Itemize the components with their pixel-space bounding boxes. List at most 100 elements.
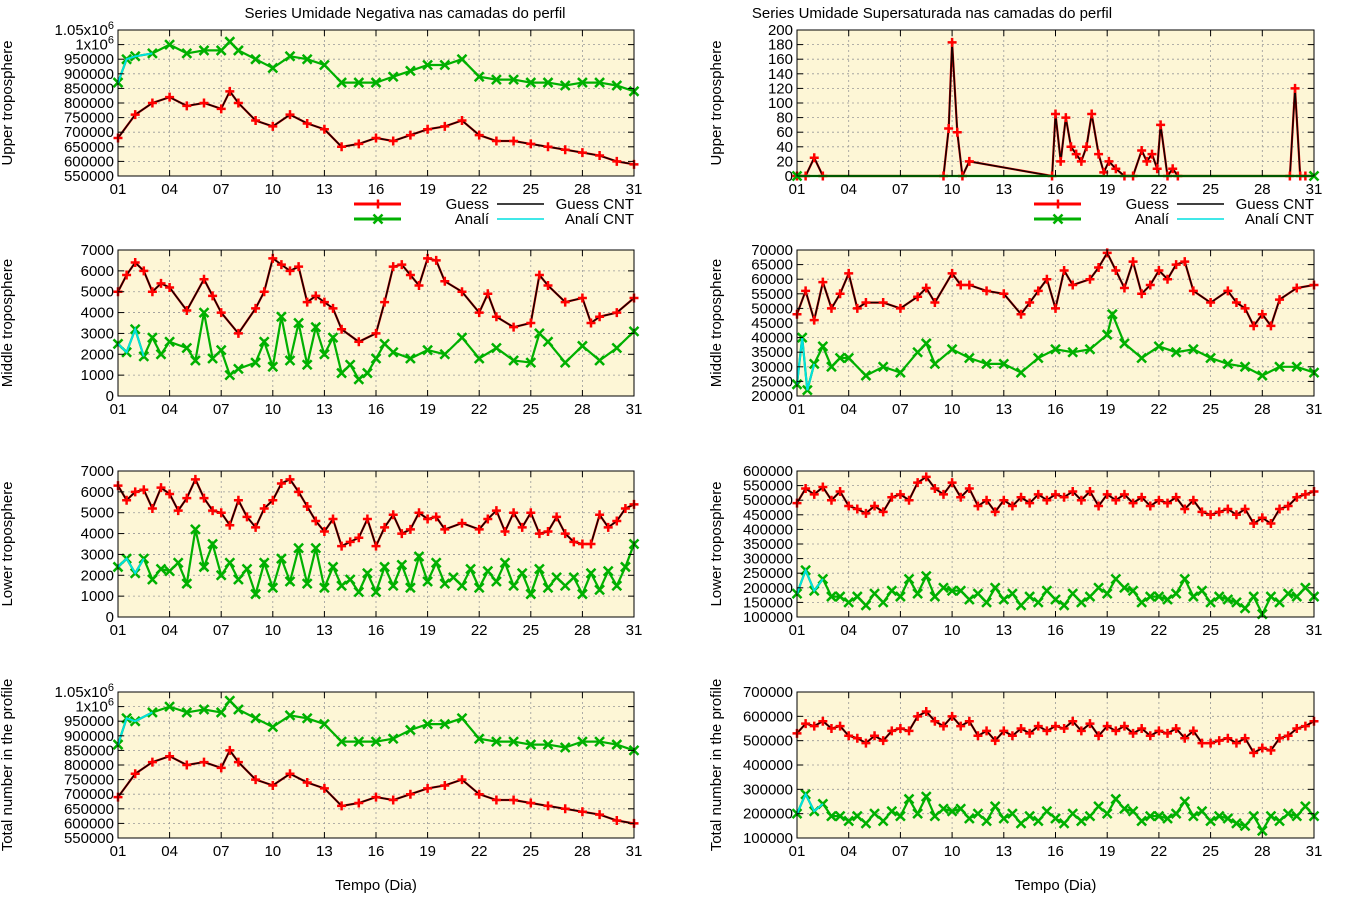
guess-point [1240, 504, 1250, 514]
anali-point [920, 338, 932, 349]
guess-point [835, 721, 845, 731]
x-tick-label: 04 [161, 401, 178, 418]
guess-point [1292, 283, 1302, 293]
anali-point [843, 352, 855, 364]
anali-point [491, 576, 502, 587]
guess-point [294, 262, 304, 272]
anali-point [1144, 591, 1156, 602]
anali-point [946, 585, 958, 597]
anali-point [559, 742, 571, 753]
anali-point [215, 344, 227, 356]
guess-point [1068, 280, 1078, 290]
y-tick-label: 3000 [81, 546, 114, 563]
guess-point [1154, 265, 1164, 275]
legend-marker-guess [373, 199, 383, 209]
guess-point [483, 514, 493, 524]
guess-point [809, 315, 819, 325]
guess-point [586, 539, 596, 549]
chart-panel-sup-lower: 01 04 07 10 13 16 19 22 25 28 31 100000150000200000… [708, 463, 1322, 639]
guess-point [1068, 486, 1078, 496]
anali-point [405, 582, 416, 594]
anali-point [826, 361, 837, 373]
anali-point [1179, 796, 1191, 807]
guess-point [268, 495, 278, 505]
anali-point [387, 346, 399, 358]
y-tick-label: 1000 [81, 367, 114, 384]
anali-point [233, 363, 244, 375]
legend: Guess Guess CNT Analí Analí CNT [354, 196, 634, 228]
anali-point [817, 340, 829, 352]
anali-point [1274, 597, 1285, 608]
guess-point [440, 276, 450, 286]
anali-point [362, 567, 373, 579]
anali-point [301, 53, 313, 65]
anali-point [181, 578, 193, 590]
guess-point [457, 287, 467, 297]
guess-point [130, 487, 140, 497]
series-line-anali [117, 312, 635, 381]
guess-point [268, 780, 278, 790]
x-tick-label: 13 [316, 401, 333, 418]
anali-point [1144, 810, 1156, 822]
x-tick-label: 07 [892, 181, 909, 198]
guess-point [612, 308, 622, 318]
x-tick-label: 25 [522, 401, 539, 418]
legend-label-guess: Guess [446, 196, 489, 213]
anali-point [516, 567, 528, 579]
guess-point [225, 745, 235, 755]
anali-point [267, 361, 279, 373]
anali-point [877, 361, 889, 373]
guess-point [913, 292, 923, 302]
guess-point [509, 795, 519, 805]
anali-point [387, 580, 399, 592]
guess-point [861, 738, 871, 748]
series-anali [791, 564, 1320, 620]
y-tick-label: 45000 [751, 315, 793, 332]
anali-point [164, 39, 175, 50]
x-tick-label: 31 [1306, 622, 1323, 639]
anali-point [525, 739, 537, 750]
guess-point [835, 289, 845, 299]
anali-point [473, 71, 485, 83]
guess-point [964, 716, 974, 726]
x-tick-label: 01 [789, 181, 806, 198]
guess-point [509, 508, 519, 518]
guess-point [1076, 495, 1086, 505]
guess-point [337, 541, 347, 551]
y-tick-label: 1.05x106 [54, 682, 114, 701]
guess-point [1257, 743, 1267, 753]
x-tick-label: 31 [1306, 181, 1323, 198]
x-tick-label: 19 [1099, 401, 1116, 418]
anali-point [611, 580, 623, 592]
series-anali [112, 307, 640, 385]
anali-point [1256, 825, 1268, 837]
anali-point [1093, 582, 1104, 594]
guess-point [251, 775, 261, 785]
anali-point [473, 733, 485, 745]
y-tick-label: 550000 [64, 168, 114, 185]
guess-point [199, 98, 209, 108]
y-axis-label: Upper troposphere [0, 40, 16, 165]
guess-point [388, 510, 398, 520]
guess-point [1016, 724, 1026, 733]
y-tick-label: 300000 [743, 551, 793, 568]
guess-point [328, 514, 338, 524]
guess-point [1249, 321, 1259, 331]
anali-point [284, 50, 296, 62]
anali-point [594, 355, 605, 366]
guess-point [1223, 504, 1233, 514]
guess-point [1076, 156, 1086, 166]
anali-point [405, 353, 416, 364]
anali-point [1256, 370, 1268, 381]
guess-point [337, 142, 347, 152]
x-tick-label: 10 [944, 181, 961, 198]
guess-point [1137, 724, 1147, 733]
anali-point [336, 77, 347, 88]
guess-point [1171, 724, 1181, 733]
y-tick-label: 140 [768, 66, 793, 83]
series-guess [792, 248, 1319, 331]
anali-point [1282, 588, 1294, 600]
guess-point [371, 133, 381, 143]
anali-point [207, 353, 218, 364]
legend-marker-anali [372, 213, 384, 225]
